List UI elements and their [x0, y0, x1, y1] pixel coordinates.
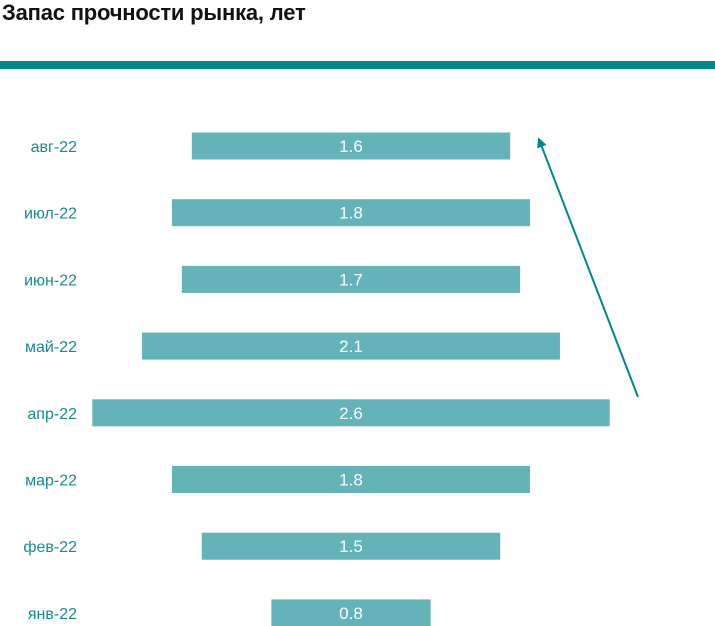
- bar-row: апр-22 2.6: [27, 399, 610, 427]
- bar-row: янв-22 0.8: [28, 599, 431, 626]
- category-label: май-22: [25, 339, 77, 356]
- bar-row: июл-22 1.8: [24, 199, 531, 227]
- value-label: 2.6: [339, 404, 363, 423]
- bar: [142, 332, 560, 360]
- value-label: 1.5: [339, 537, 363, 556]
- category-label: фев-22: [23, 539, 77, 556]
- bar-row: авг-22 1.6: [31, 132, 511, 160]
- bar: [271, 599, 431, 626]
- category-label: мар-22: [25, 473, 77, 490]
- category-label: июн-22: [24, 272, 77, 289]
- category-label: апр-22: [27, 406, 77, 423]
- category-label: янв-22: [28, 606, 77, 623]
- bar-row: фев-22 1.5: [23, 532, 501, 560]
- category-label: авг-22: [31, 139, 77, 156]
- value-label: 2.1: [339, 337, 363, 356]
- value-label: 1.6: [339, 137, 363, 156]
- value-label: 1.7: [339, 270, 363, 289]
- trend-arrow: [537, 137, 639, 398]
- bars-layer: авг-22 1.6 июл-22 1.8 июн-22 1.7 май-22 2.1 апр-…: [23, 132, 610, 626]
- bar-row: май-22 2.1: [25, 332, 560, 360]
- title-divider: [0, 61, 715, 69]
- value-label: 1.8: [339, 204, 363, 223]
- value-label: 0.8: [339, 604, 363, 623]
- value-label: 1.8: [339, 471, 363, 490]
- bar: [181, 265, 521, 293]
- bar: [191, 132, 511, 160]
- bar-row: июн-22 1.7: [24, 265, 521, 293]
- page-title: Запас прочности рынка, лет: [2, 0, 306, 25]
- bar-row: мар-22 1.8: [25, 466, 531, 493]
- bar: [171, 199, 531, 227]
- bar: [92, 399, 610, 427]
- bar: [171, 466, 531, 493]
- category-label: июл-22: [24, 206, 77, 223]
- bar: [201, 532, 501, 560]
